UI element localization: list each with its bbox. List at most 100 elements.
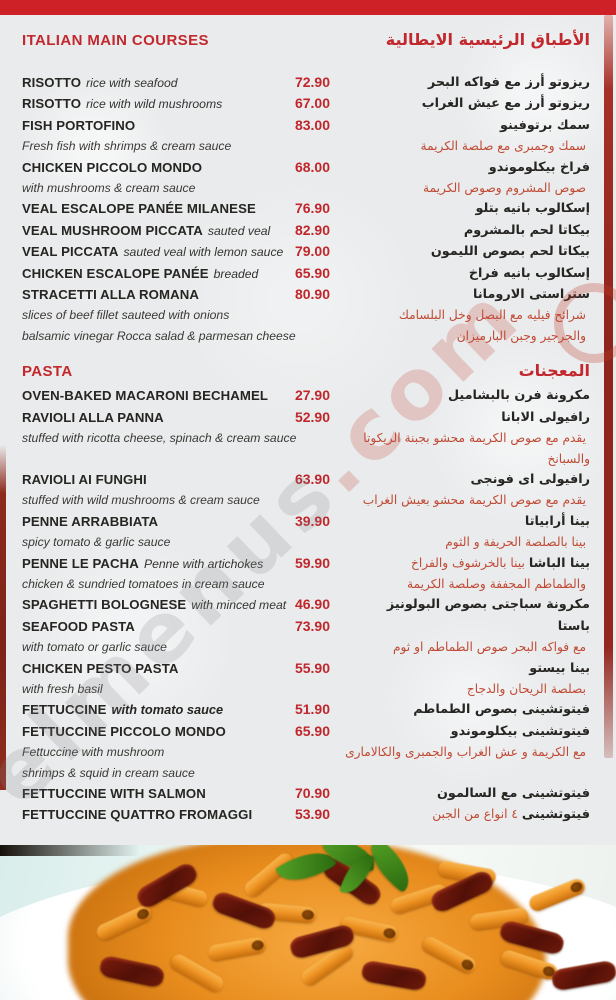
item-name: PENNE ARRABBIATA (22, 513, 159, 529)
item-arabic: فيتوتشينى (521, 807, 590, 823)
item-left-cell: Fettuccine with mushroom (22, 742, 330, 762)
left-red-strip (0, 445, 6, 790)
item-arabic-cell: رافيولى اى فونجى (330, 469, 590, 490)
item-left-cell: spicy tomato & garlic sauce (22, 532, 330, 552)
item-left-cell: slices of beef fillet sauteed with onion… (22, 305, 330, 325)
menu-item-row: FETTUCCINE with tomato sauce 51.90 فيتوتشين… (22, 699, 590, 720)
item-name: FISH PORTOFINO (22, 117, 136, 133)
item-arabic: ستراستى الارومانا (473, 287, 590, 303)
item-name: VEAL PICCATA (22, 244, 119, 260)
item-description: with tomato or garlic sauce (22, 640, 167, 655)
item-left-cell: Fresh fish with shrimps & cream sauce (22, 136, 330, 156)
item-left-cell: FETTUCCINE QUATTRO FROMAGGI 53.90 (22, 804, 330, 825)
item-left-cell: with fresh basil (22, 679, 330, 699)
item-name: CHICKEN ESCALOPE PANÉE (22, 265, 209, 281)
item-arabic-cell: يقدم مع صوص الكريمة محشو بجبنة الريكوتا … (330, 428, 590, 469)
item-arabic-cell: بينا بيستو (330, 658, 590, 679)
item-name: FETTUCCINE (22, 702, 107, 718)
item-name: SPAGHETTI BOLOGNESE (22, 597, 187, 613)
menu-item-row: CHICKEN PESTO PASTA 55.90 بينا بيستو (22, 658, 590, 679)
item-description: stuffed with wild mushrooms & cream sauc… (22, 493, 260, 508)
item-description: chicken & sundried tomatoes in cream sau… (22, 576, 265, 591)
item-description: with fresh basil (22, 681, 103, 696)
item-arabic-cell: والطماطم المجففة وصلصة الكريمة (330, 574, 590, 594)
item-arabic-cell: يقدم مع صوص الكريمة محشو بعيش الغراب (330, 490, 590, 510)
item-price: 46.90 (294, 596, 330, 613)
item-arabic-red: بينا بالخرشوف والفراخ (410, 555, 525, 570)
section-heading: PASTA المعجنات (22, 361, 590, 382)
item-arabic-red: سمك وجمبرى مع صلصة الكريمة (420, 139, 586, 154)
item-left-cell: FISH PORTOFINO 83.00 (22, 115, 330, 136)
item-arabic-red: والجرجير وجبن البارميزان (456, 328, 586, 343)
item-arabic-cell: باستا (330, 616, 590, 637)
item-left-cell: CHICKEN PICCOLO MONDO 68.00 (22, 157, 330, 178)
food-photo (0, 845, 616, 1000)
item-arabic-cell: مع الكريمة و عش الغراب والجمبرى والكالام… (330, 742, 590, 762)
item-left-cell: stuffed with wild mushrooms & cream sauc… (22, 490, 330, 510)
item-name: SEAFOOD PASTA (22, 618, 135, 634)
section-heading-arabic: الأطباق الرئيسية الايطالية (385, 30, 590, 49)
menu-desc-row: stuffed with ricotta cheese, spinach & c… (22, 428, 590, 469)
item-price: 55.90 (294, 659, 330, 676)
item-price: 72.90 (294, 74, 330, 90)
menu-item-row: RISOTTO rice with seafood 72.90 ريزوتو أرز … (22, 72, 590, 93)
item-left-cell: with mushrooms & cream sauce (22, 178, 330, 198)
menu-item-row: PENNE ARRABBIATA 39.90 بينا أرابياتا (22, 511, 590, 532)
item-arabic: سمك برتوفينو (500, 117, 590, 133)
menu-item-row: FISH PORTOFINO 83.00 سمك برتوفينو (22, 115, 590, 136)
item-left-cell: FETTUCCINE with tomato sauce 51.90 (22, 699, 330, 720)
item-arabic-red: شرائح فيليه مع البصل وخل البلسامك (398, 308, 586, 323)
item-arabic-cell: سمك وجمبرى مع صلصة الكريمة (330, 136, 590, 156)
item-price: 65.90 (294, 264, 330, 281)
item-name: CHICKEN PESTO PASTA (22, 660, 179, 676)
item-arabic-cell: رافيولى الابانا (330, 407, 590, 428)
item-name: RISOTTO (22, 75, 82, 90)
item-price: 68.00 (294, 158, 330, 175)
item-left-cell: STRACETTI ALLA ROMANA 80.90 (22, 284, 330, 305)
menu-item-row: FETTUCCINE QUATTRO FROMAGGI 53.90 فيتوتشين… (22, 804, 590, 825)
item-name: FETTUCCINE PICCOLO MONDO (22, 723, 226, 739)
item-name: CHICKEN PICCOLO MONDO (22, 159, 203, 175)
item-price: 79.00 (294, 243, 330, 260)
item-left-cell: VEAL MUSHROOM PICCATA sauted veal 82.90 (22, 220, 330, 241)
menu-desc-row: spicy tomato & garlic sauce بينا بالصلصة … (22, 532, 590, 552)
menu-item-row: CHICKEN PICCOLO MONDO 68.00 فراخ بيكلوموند… (22, 157, 590, 178)
menu-item-row: PENNE LE PACHA Penne with artichokes 59.90… (22, 553, 590, 574)
item-arabic-cell: فيتوتشينى بصوص الطماطم (330, 699, 590, 720)
item-arabic-cell: ريزوتو أرز مع فواكه البحر (330, 72, 590, 93)
item-left-cell: RAVIOLI AI FUNGHI 63.90 (22, 469, 330, 490)
item-left-cell: SPAGHETTI BOLOGNESE with minced meat 46.90 (22, 594, 330, 615)
item-arabic-red: بصلصة الريحان والدجاج (466, 681, 586, 696)
item-arabic: رافيولى الابانا (501, 409, 590, 425)
menu-item-row: OVEN-BAKED MACARONI BECHAMEL 27.90 مكرونة … (22, 385, 590, 406)
item-arabic: ريزوتو أرز مع عيش الغراب (421, 96, 590, 112)
item-arabic: بيكاتا لحم بالمشروم (463, 222, 590, 238)
item-left-cell: shrimps & squid in cream sauce (22, 763, 330, 783)
item-price: 27.90 (294, 387, 330, 404)
item-arabic: باستا (557, 618, 590, 634)
item-arabic-red: ٤ انواع من الجبن (432, 807, 518, 822)
item-left-cell: PENNE LE PACHA Penne with artichokes 59.90 (22, 553, 330, 574)
item-name: RAVIOLI ALLA PANNA (22, 409, 164, 425)
item-price: 83.00 (294, 116, 330, 133)
item-arabic: بينا أرابياتا (524, 513, 590, 529)
item-left-cell: CHICKEN PESTO PASTA 55.90 (22, 658, 330, 679)
item-price: 67.00 (294, 95, 330, 112)
item-price: 53.90 (294, 806, 330, 823)
item-name: FETTUCCINE QUATTRO FROMAGGI (22, 807, 253, 823)
item-description: slices of beef fillet sauteed with onion… (22, 308, 230, 323)
item-arabic: بيكاتا لحم بصوص الليمون (430, 244, 590, 260)
item-arabic: ريزوتو أرز مع فواكه البحر (427, 75, 590, 90)
item-note: with tomato sauce (111, 702, 224, 718)
section-heading-arabic: المعجنات (518, 361, 590, 381)
item-arabic-cell: إسكالوب بانيه بتلو (330, 198, 591, 219)
item-left-cell: VEAL PICCATA sauted veal with lemon sauce… (22, 241, 330, 262)
menu-item-row: STRACETTI ALLA ROMANA 80.90 ستراستى الاروم… (22, 284, 590, 305)
item-description: Fettuccine with mushroom (22, 745, 165, 760)
menu-item-row: FETTUCCINE PICCOLO MONDO 65.90 فيتوتشينى ب… (22, 721, 590, 742)
item-arabic-red: مع الكريمة و عش الغراب والجمبرى والكالام… (345, 745, 586, 760)
menu-desc-row: chicken & sundried tomatoes in cream sau… (22, 574, 590, 594)
menu-item-row: VEAL MUSHROOM PICCATA sauted veal 82.90 بيك… (22, 220, 590, 241)
item-left-cell: RISOTTO rice with wild mushrooms 67.00 (22, 93, 330, 114)
item-description: stuffed with ricotta cheese, spinach & c… (22, 431, 297, 446)
